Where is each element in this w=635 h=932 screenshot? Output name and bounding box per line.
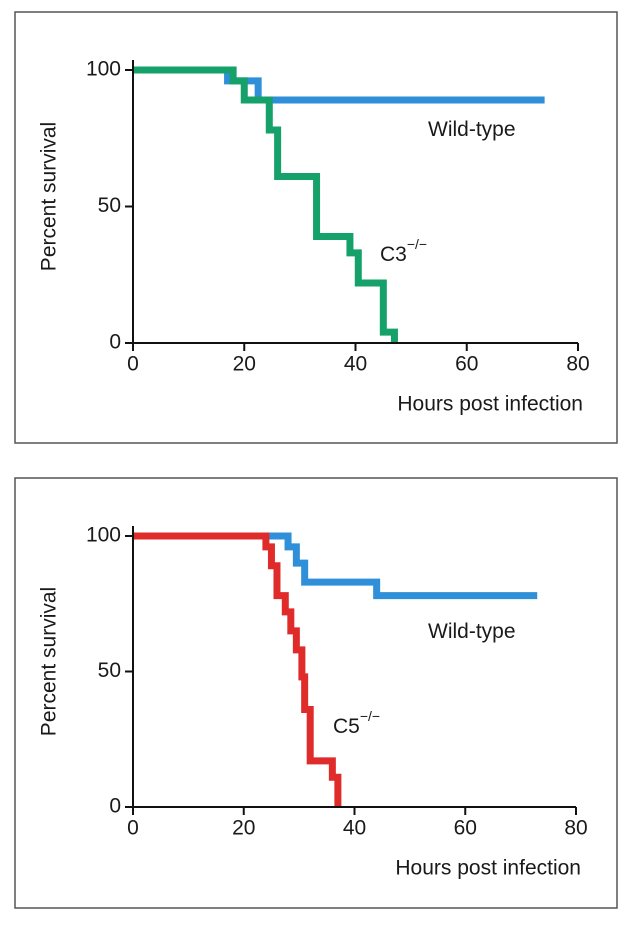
annotation: C3−/−	[380, 236, 427, 266]
x-tick-label: 0	[127, 353, 139, 376]
y-tick-label: 50	[98, 659, 121, 682]
x-tick-label: 80	[566, 353, 589, 376]
y-tick-label: 100	[86, 58, 121, 81]
annotation: Wild-type	[428, 118, 516, 141]
annotation-superscript: −/−	[360, 708, 380, 724]
x-tick-label: 40	[344, 353, 367, 376]
annotation-text: Wild-type	[428, 118, 516, 141]
x-tick-label: 60	[455, 353, 478, 376]
y-axis-label: Percent survival	[38, 587, 61, 736]
survival-curve	[133, 532, 538, 600]
annotation: Wild-type	[428, 620, 516, 643]
y-axis-label: Percent survival	[38, 122, 61, 271]
x-axis-label: Hours post infection	[397, 393, 583, 416]
y-tick-label: 0	[109, 795, 121, 818]
survival-curve	[133, 66, 398, 343]
x-tick-label: 20	[233, 353, 256, 376]
annotation-text: C3	[380, 243, 407, 266]
annotation-text: Wild-type	[428, 620, 516, 643]
x-tick-label: 20	[232, 817, 255, 840]
annotation-superscript: −/−	[407, 236, 427, 252]
x-tick-label: 80	[564, 817, 587, 840]
x-axis-label: Hours post infection	[395, 857, 581, 880]
annotation: C5−/−	[333, 708, 380, 738]
y-tick-label: 0	[109, 331, 121, 354]
y-tick-label: 100	[86, 524, 121, 547]
x-tick-label: 40	[343, 817, 366, 840]
y-tick-label: 50	[98, 194, 121, 217]
x-tick-label: 0	[127, 817, 139, 840]
panel	[14, 477, 618, 909]
annotation-text: C5	[333, 715, 360, 738]
survival-curve	[133, 532, 342, 807]
x-tick-label: 60	[454, 817, 477, 840]
